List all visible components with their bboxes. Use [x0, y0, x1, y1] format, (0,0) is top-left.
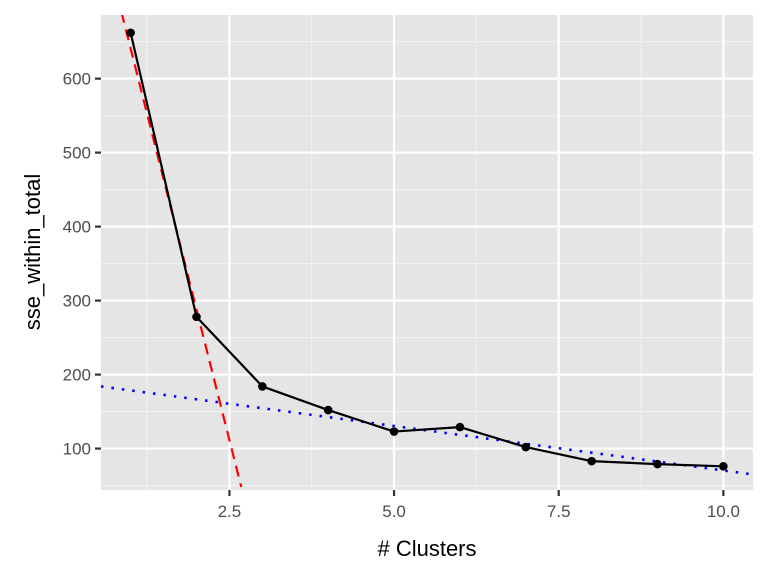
data-point — [521, 442, 531, 452]
data-point — [587, 456, 596, 466]
data-series — [126, 28, 728, 471]
y-tick-label: 500 — [63, 144, 91, 163]
y-tick-label: 200 — [63, 366, 91, 385]
y-tick-label: 300 — [63, 292, 91, 311]
x-tick-label: 7.5 — [547, 502, 571, 521]
data-point — [323, 405, 333, 415]
data-point — [192, 312, 201, 322]
x-axis-title: # Clusters — [377, 536, 476, 561]
data-point — [653, 459, 662, 469]
minor-gridlines — [101, 15, 753, 490]
plot-panel — [101, 15, 753, 490]
y-axis: 100 200 300 400 500 600 — [63, 70, 101, 459]
major-gridlines — [101, 15, 753, 490]
data-point — [389, 427, 399, 436]
y-tick-label: 100 — [63, 440, 91, 459]
data-point — [126, 28, 135, 38]
data-point — [719, 462, 728, 471]
x-tick-label: 10.0 — [707, 502, 740, 521]
data-point — [455, 422, 465, 432]
y-tick-label: 600 — [63, 70, 91, 89]
shallow-trend-line — [101, 385, 753, 476]
x-tick-label: 5.0 — [382, 502, 406, 521]
y-axis-title: sse_within_total — [20, 174, 45, 331]
x-tick-label: 2.5 — [218, 502, 242, 521]
series-line — [129, 32, 724, 468]
data-point — [258, 382, 267, 391]
y-tick-label: 400 — [63, 218, 91, 237]
x-axis: 2.5 5.0 7.5 10.0 — [218, 490, 740, 521]
